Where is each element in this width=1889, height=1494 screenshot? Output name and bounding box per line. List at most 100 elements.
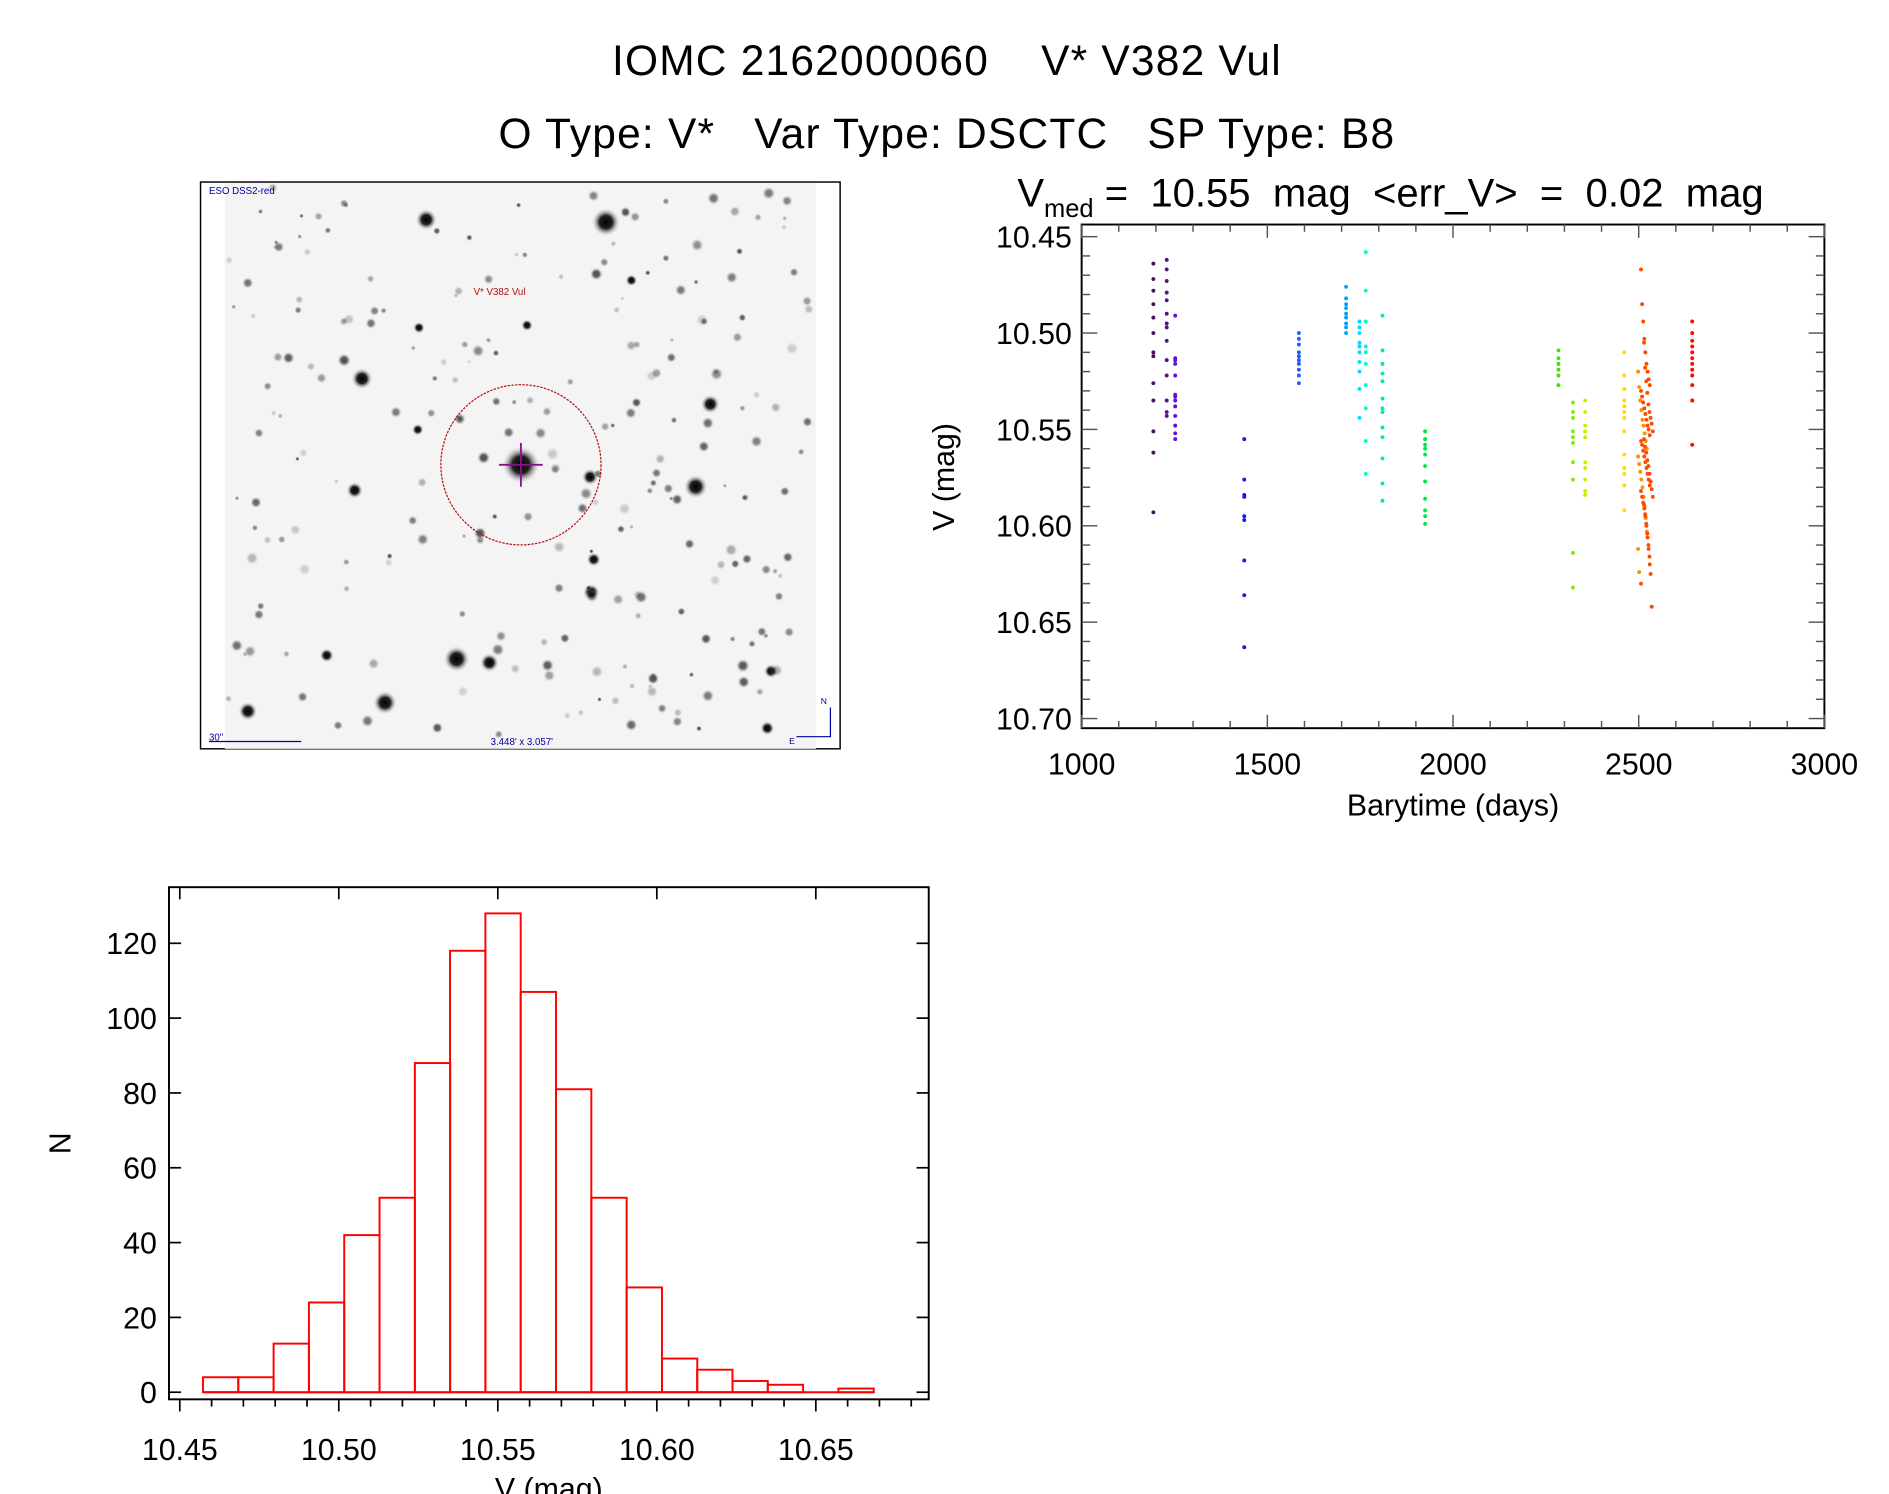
- data-point: [1640, 394, 1645, 399]
- data-point: [1570, 429, 1575, 434]
- data-point: [1423, 521, 1428, 526]
- hist-y-tick-label: 120: [106, 928, 157, 961]
- compass-arrows: [796, 707, 832, 738]
- star: [495, 630, 507, 643]
- star: [701, 416, 715, 430]
- star: [646, 487, 654, 495]
- star: [552, 540, 566, 554]
- star: [267, 182, 279, 194]
- star: [297, 562, 312, 576]
- star: [676, 607, 686, 617]
- data-point: [1583, 398, 1588, 403]
- data-point: [1344, 325, 1349, 330]
- star: [282, 650, 291, 658]
- star: [333, 478, 340, 485]
- star: [494, 729, 504, 739]
- data-point: [1151, 350, 1156, 355]
- star: [738, 313, 747, 322]
- data-point: [1690, 331, 1695, 335]
- data-point: [1643, 365, 1648, 370]
- star: [289, 523, 302, 536]
- data-point: [1357, 319, 1362, 324]
- star: [416, 476, 428, 488]
- star: [339, 316, 349, 326]
- star: [351, 367, 373, 390]
- star: [624, 718, 638, 732]
- star: [332, 720, 344, 731]
- hist-y-tick-label: 60: [123, 1153, 157, 1186]
- data-point: [1647, 562, 1652, 567]
- histogram-bar: [237, 1376, 275, 1394]
- star: [319, 648, 335, 663]
- star: [661, 197, 670, 206]
- data-point: [1380, 313, 1385, 318]
- lightcurve-header: Vmed = 10.55 mag <err_V> = 0.02 mag: [1017, 171, 1763, 223]
- star: [364, 317, 377, 330]
- star: [701, 688, 715, 703]
- star: [539, 637, 549, 647]
- star: [683, 538, 696, 550]
- data-point: [1622, 452, 1627, 457]
- histogram-bar: [413, 1062, 452, 1394]
- star: [315, 372, 328, 384]
- star: [756, 626, 768, 638]
- data-point: [1642, 336, 1647, 341]
- star: [490, 642, 506, 657]
- data-point: [1164, 321, 1169, 326]
- data-point: [1357, 325, 1362, 330]
- data-point: [1380, 371, 1385, 376]
- star: [777, 572, 784, 580]
- star: [270, 409, 277, 417]
- data-point: [1643, 350, 1648, 355]
- lightcurve-plot: 1000 1500 2000 2500 3000 10.45 10.50 10.55 10.60…: [996, 222, 1858, 782]
- data-point: [1570, 460, 1575, 465]
- data-point: [1380, 498, 1385, 503]
- star: [801, 416, 814, 428]
- star: [760, 720, 775, 736]
- star: [589, 664, 604, 679]
- data-point: [1640, 417, 1645, 422]
- data-point: [1649, 487, 1654, 492]
- star: [458, 609, 467, 619]
- star: [426, 408, 437, 418]
- histogram-plot: 10.45 10.50 10.55 10.60 10.65 0 20 40 60 80 100 120: [106, 886, 930, 1467]
- star: [492, 349, 500, 357]
- data-point: [1242, 518, 1247, 522]
- data-point: [1622, 415, 1627, 420]
- data-point: [1583, 435, 1588, 440]
- data-point: [1164, 373, 1169, 378]
- data-point: [1242, 494, 1247, 499]
- histogram-bar: [766, 1383, 805, 1394]
- lc-x-tick-label: 3000: [1791, 748, 1858, 781]
- star: [577, 709, 585, 717]
- star: [410, 345, 417, 351]
- star: [515, 202, 522, 209]
- star: [673, 707, 683, 718]
- data-point: [1344, 331, 1349, 335]
- data-point: [1363, 288, 1368, 293]
- star: [520, 319, 534, 332]
- histogram-bar: [555, 1088, 593, 1394]
- data-point: [1639, 581, 1643, 586]
- star: [706, 191, 721, 206]
- star: [644, 269, 651, 276]
- data-point: [1242, 645, 1247, 650]
- data-point: [1423, 452, 1428, 457]
- star: [674, 283, 688, 297]
- star: [432, 226, 441, 236]
- data-point: [1423, 508, 1428, 513]
- data-point: [1583, 477, 1588, 482]
- star: [346, 481, 364, 499]
- histogram-bar: [484, 912, 522, 1394]
- data-point: [1642, 506, 1647, 511]
- star: [461, 533, 467, 539]
- data-point: [1423, 429, 1428, 434]
- star: [651, 467, 662, 479]
- star: [725, 270, 739, 284]
- star: [645, 684, 659, 699]
- data-point: [1423, 442, 1428, 447]
- data-point: [1173, 437, 1178, 442]
- data-point: [1570, 550, 1575, 555]
- star: [769, 401, 782, 414]
- title-line-2: O Type: V* Var Type: DSCTC SP Type: B8: [499, 110, 1396, 157]
